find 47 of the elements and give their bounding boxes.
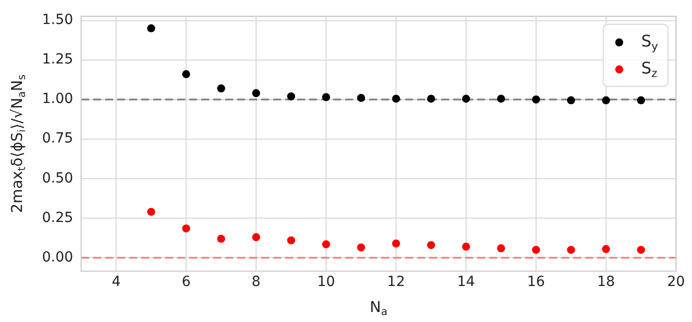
point (217, 234, 226, 243)
y-axis-title: 2maxtδ⟨ϕSi⟩/√NaNs (8, 74, 28, 214)
point (322, 93, 330, 102)
y-tick-label: 0.50 (42, 170, 74, 186)
point (147, 24, 156, 32)
point (602, 96, 610, 104)
point (637, 246, 646, 254)
x-tick-label: 10 (317, 274, 336, 290)
x-tick-label: 16 (527, 274, 546, 290)
point (147, 208, 156, 216)
point (252, 233, 260, 242)
point (567, 246, 576, 254)
y-tick-label: 0.00 (42, 249, 74, 266)
point (532, 95, 540, 104)
point (287, 236, 296, 244)
y-tick-label: 1.25 (42, 52, 74, 68)
point (182, 70, 190, 78)
point (392, 94, 400, 103)
point (357, 243, 366, 252)
point (252, 89, 260, 98)
point (567, 96, 576, 104)
point (462, 242, 470, 251)
point (357, 94, 366, 102)
point (427, 94, 436, 103)
point (497, 244, 506, 252)
x-tick-label: 20 (667, 274, 685, 290)
y-tick-label: 0.25 (42, 210, 74, 226)
point (322, 240, 330, 248)
y-tick-label: 0.75 (42, 130, 74, 147)
point (462, 94, 470, 103)
point (217, 84, 226, 92)
point (427, 241, 436, 250)
point (637, 96, 646, 104)
point (497, 94, 506, 103)
y-tick-label: 1.50 (42, 12, 74, 28)
point (602, 245, 610, 254)
point (182, 224, 190, 232)
y-tick-label: 1.00 (42, 91, 74, 108)
x-tick-label: 4 (112, 274, 121, 290)
x-tick-label: 6 (182, 274, 191, 290)
x-tick-label: 8 (252, 274, 261, 290)
x-tick-label: 14 (457, 274, 476, 290)
point (392, 240, 400, 248)
point (287, 92, 296, 100)
x-tick-label: 18 (597, 274, 615, 290)
point (532, 246, 540, 254)
x-tick-label: 12 (387, 274, 405, 290)
